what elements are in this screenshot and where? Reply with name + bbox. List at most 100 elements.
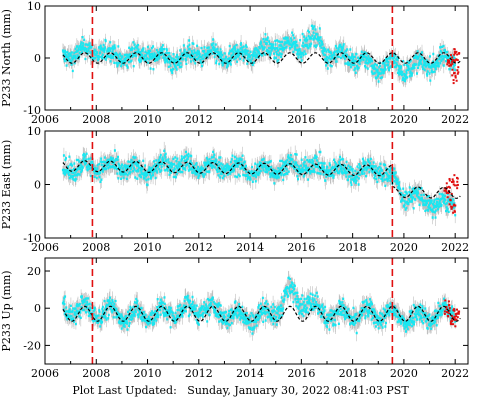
- recent-point: [443, 312, 446, 315]
- x-tick-label: 2020: [390, 113, 418, 126]
- x-tick-label: 2022: [441, 241, 469, 254]
- recent-point: [454, 325, 457, 328]
- recent-point: [445, 190, 448, 193]
- recent-point: [454, 52, 457, 55]
- recent-point: [455, 58, 458, 61]
- x-tick-label: 2006: [31, 367, 59, 380]
- recent-point: [448, 203, 451, 206]
- recent-point: [453, 308, 456, 311]
- y-tick-label: -20: [23, 339, 41, 352]
- panel-frame: [44, 130, 469, 239]
- x-tick-label: 2018: [339, 113, 367, 126]
- recent-point: [450, 323, 453, 326]
- recent-point: [453, 309, 456, 312]
- y-tick-label: -10: [23, 232, 41, 245]
- recent-point: [450, 192, 453, 195]
- y-tick-label: -10: [23, 104, 41, 117]
- recent-point: [455, 79, 458, 82]
- y-axis-label: P233 East (mm): [0, 140, 13, 230]
- recent-point: [452, 316, 455, 319]
- x-tick-label: 2020: [390, 241, 418, 254]
- recent-point: [456, 183, 459, 186]
- recent-point: [456, 316, 459, 319]
- plot-area: [61, 131, 461, 238]
- recent-point: [448, 309, 451, 312]
- recent-point: [450, 207, 453, 210]
- recent-point: [452, 79, 455, 82]
- model-line: [62, 305, 461, 322]
- recent-point: [452, 309, 455, 312]
- recent-point: [453, 317, 456, 320]
- recent-point: [445, 191, 448, 194]
- x-tick-label: 2016: [287, 367, 315, 380]
- recent-point: [448, 64, 451, 67]
- x-tick-label: 2016: [287, 241, 315, 254]
- recent-point: [455, 315, 458, 318]
- x-tick-label: 2008: [82, 241, 110, 254]
- recent-point: [450, 181, 453, 184]
- footer-timestamp: Sunday, January 30, 2022 08:41:03 PST: [187, 384, 409, 397]
- recent-point: [453, 184, 456, 187]
- recent-point: [457, 71, 460, 74]
- recent-point: [448, 307, 451, 310]
- recent-point: [455, 184, 458, 187]
- panel-1: 2006 2008 2010 2012 2014 2016 2018 2020 2022 -10 0…: [0, 0, 469, 126]
- recent-point: [451, 56, 454, 59]
- recent-point: [448, 179, 451, 182]
- x-tick-label: 2016: [287, 113, 315, 126]
- recent-point: [447, 192, 450, 195]
- recent-point: [447, 300, 450, 303]
- recent-point: [443, 189, 446, 192]
- recent-point: [450, 64, 453, 67]
- x-tick-label: 2012: [185, 113, 213, 126]
- x-tick-label: 2018: [339, 367, 367, 380]
- recent-point: [447, 315, 450, 318]
- recent-point: [454, 313, 457, 316]
- recent-point: [447, 185, 450, 188]
- observation-points: [61, 24, 457, 83]
- recent-point: [448, 186, 451, 189]
- recent-point: [453, 60, 456, 63]
- recent-point: [449, 321, 452, 324]
- x-tick-label: 2012: [185, 367, 213, 380]
- y-tick-label: 0: [34, 52, 41, 65]
- y-axis-label: P233 North (mm): [0, 9, 13, 107]
- y-tick-label: 0: [34, 302, 41, 315]
- recent-point: [453, 315, 456, 318]
- recent-point: [456, 53, 459, 56]
- recent-point: [452, 180, 455, 183]
- recent-point: [456, 59, 459, 62]
- recent-point: [453, 174, 456, 177]
- x-tick-label: 2010: [134, 241, 162, 254]
- recent-point: [453, 210, 456, 213]
- recent-point: [454, 204, 457, 207]
- recent-point: [457, 66, 460, 69]
- recent-point: [450, 314, 453, 317]
- y-tick-label: 10: [27, 125, 41, 138]
- recent-point: [451, 206, 454, 209]
- plot-area: [61, 258, 461, 364]
- x-tick-label: 2012: [185, 241, 213, 254]
- x-tick-label: 2010: [134, 367, 162, 380]
- y-tick-label: 20: [27, 265, 41, 278]
- model-line: [62, 52, 461, 64]
- y-tick-label: 0: [34, 179, 41, 192]
- recent-point: [456, 187, 459, 190]
- recent-point: [449, 198, 452, 201]
- panel-2: 2006 2008 2010 2012 2014 2016 2018 2020 2022 -10 0…: [0, 125, 469, 254]
- recent-point: [451, 62, 454, 65]
- recent-point: [445, 305, 448, 308]
- recent-point: [445, 308, 448, 311]
- recent-points: [446, 48, 461, 85]
- recent-point: [458, 310, 461, 313]
- recent-point: [448, 61, 451, 64]
- recent-point: [443, 187, 446, 190]
- y-tick-label: 10: [27, 0, 41, 13]
- recent-point: [446, 186, 449, 189]
- recent-point: [453, 318, 456, 321]
- recent-point: [448, 303, 451, 306]
- recent-point: [452, 183, 455, 186]
- x-tick-label: 2018: [339, 241, 367, 254]
- x-tick-label: 2014: [236, 113, 264, 126]
- x-tick-label: 2010: [134, 113, 162, 126]
